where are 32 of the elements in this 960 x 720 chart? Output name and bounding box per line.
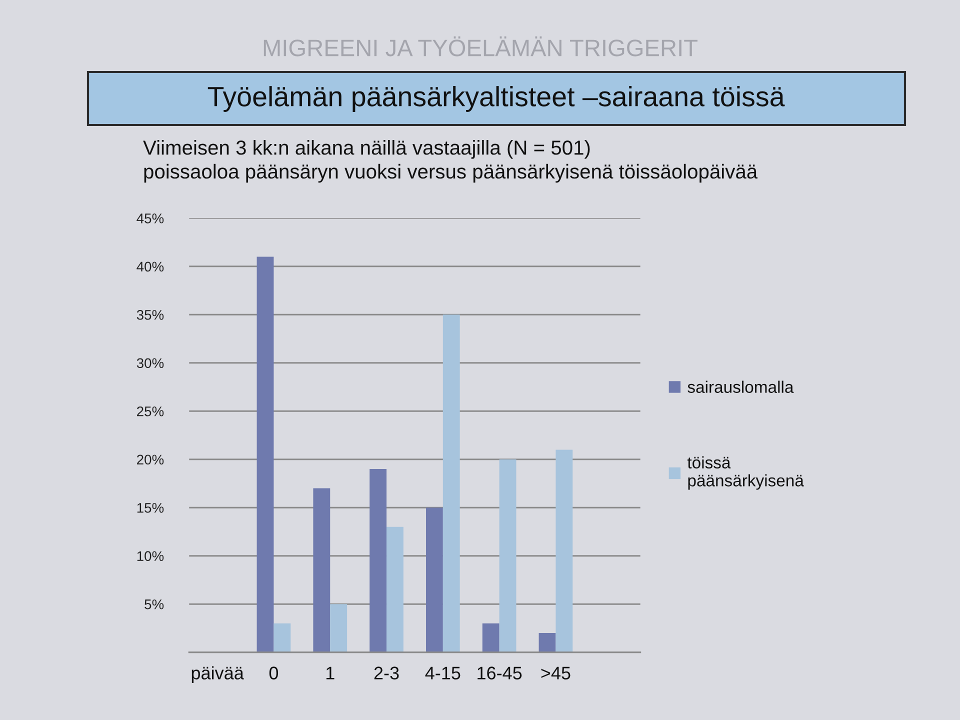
- x-tick-label: 2-3: [374, 666, 399, 680]
- bar: [538, 633, 556, 652]
- y-tick-label: 45%: [136, 214, 164, 224]
- bar: [442, 314, 460, 652]
- bar: [370, 469, 387, 652]
- chart-title: Työelämän päänsärkyaltisteet –sairaana töissä: [208, 86, 785, 112]
- bar: [256, 256, 274, 652]
- chart-subtitle: Viimeisen 3 kk:n aikana näillä vastaajilla (N = 501) poissaoloa päänsäryn vuoksi versus päänsärkyisenä töissäolopäivää: [143, 140, 758, 183]
- y-tick-label: 25%: [137, 406, 164, 416]
- bar: [386, 526, 404, 652]
- y-tick-label: 10%: [137, 551, 164, 562]
- y-tick-label: 30%: [136, 358, 164, 368]
- bar: [330, 604, 348, 652]
- y-tick-label: 15%: [137, 502, 164, 513]
- y-tick-label: 35%: [136, 310, 164, 320]
- x-tick-label: 16-45: [478, 666, 522, 680]
- y-tick-label: 20%: [137, 454, 164, 465]
- x-tick-label: 1: [326, 666, 334, 680]
- x-axis-title: päivää: [192, 666, 244, 684]
- y-tick-label: 5%: [144, 599, 164, 610]
- legend-label: töissä päänsärkyisenä: [687, 456, 804, 490]
- bar: [313, 488, 330, 652]
- bar: [482, 623, 500, 652]
- y-tick-label: 40%: [136, 262, 164, 272]
- bar: [426, 508, 443, 652]
- bar: [274, 623, 291, 652]
- bar: [499, 459, 516, 652]
- x-tick-label: 4-15: [425, 666, 460, 680]
- bar: [556, 450, 573, 652]
- x-tick-label: >45: [541, 666, 570, 680]
- x-tick-label: 0: [269, 666, 278, 680]
- legend-label: sairauslomalla: [688, 380, 794, 393]
